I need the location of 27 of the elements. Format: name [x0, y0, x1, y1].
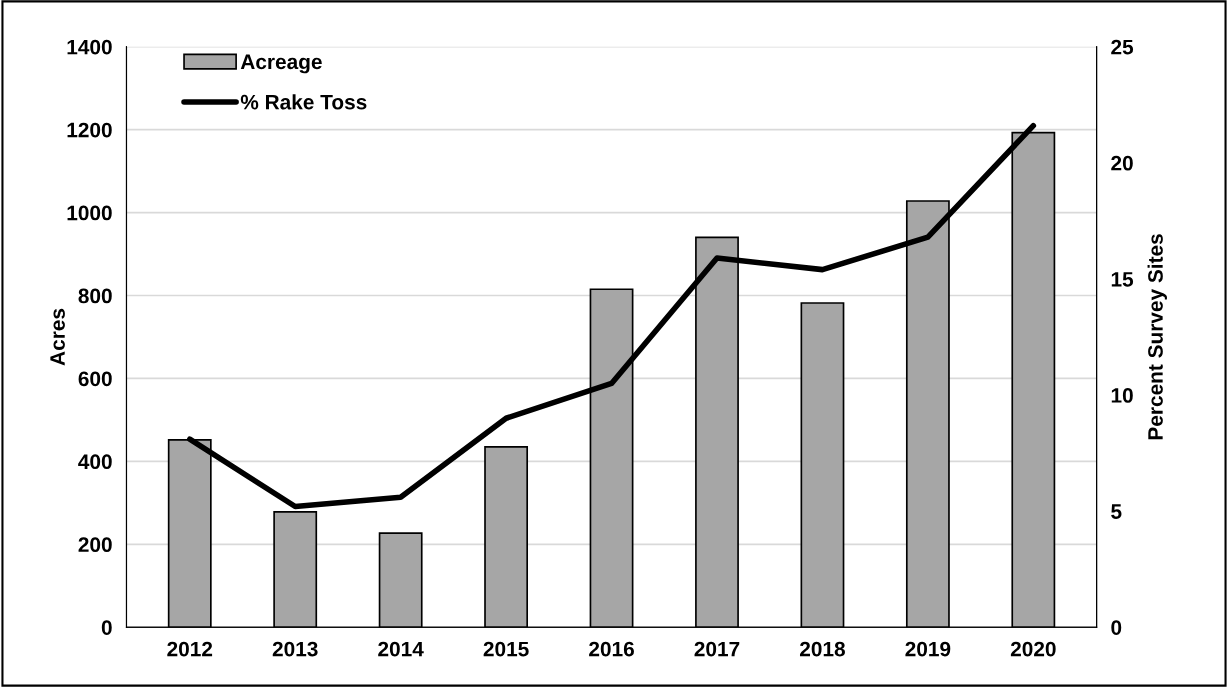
y-tick-label: 600 [78, 371, 112, 387]
y-tick-label: 400 [78, 454, 112, 470]
x-tick-label: 2018 [799, 641, 845, 657]
y2-tick-label: 0 [1111, 620, 1122, 635]
y2-tick-label: 25 [1111, 39, 1134, 55]
x-tick-label: 2015 [483, 641, 529, 657]
y2-tick-label: 20 [1111, 155, 1133, 171]
legend-label: % Rake Toss [240, 94, 367, 110]
y-tick-label: 1200 [67, 122, 112, 138]
y2-tick-label: 5 [1111, 504, 1122, 519]
y-tick-label: 800 [78, 288, 112, 304]
y2-axis-title: Percent Survey Sites [1147, 234, 1167, 440]
x-tick-label: 2014 [378, 641, 424, 657]
x-tick-label: 2016 [589, 641, 634, 657]
x-tick-label: 2013 [272, 641, 318, 657]
y-tick-label: 1000 [67, 205, 112, 221]
legend-label: Acreage [240, 54, 322, 74]
y-axis-title: Acres [50, 308, 65, 366]
x-tick-label: 2020 [1010, 641, 1056, 657]
y-tick-label: 0 [101, 620, 112, 635]
y2-tick-label: 15 [1111, 272, 1134, 287]
y-tick-label: 1400 [67, 39, 112, 55]
x-tick-label: 2012 [167, 641, 213, 657]
x-tick-label: 2017 [694, 641, 740, 657]
y2-tick-label: 10 [1111, 388, 1133, 403]
y-tick-label: 200 [78, 537, 112, 553]
x-tick-label: 2019 [905, 641, 951, 657]
